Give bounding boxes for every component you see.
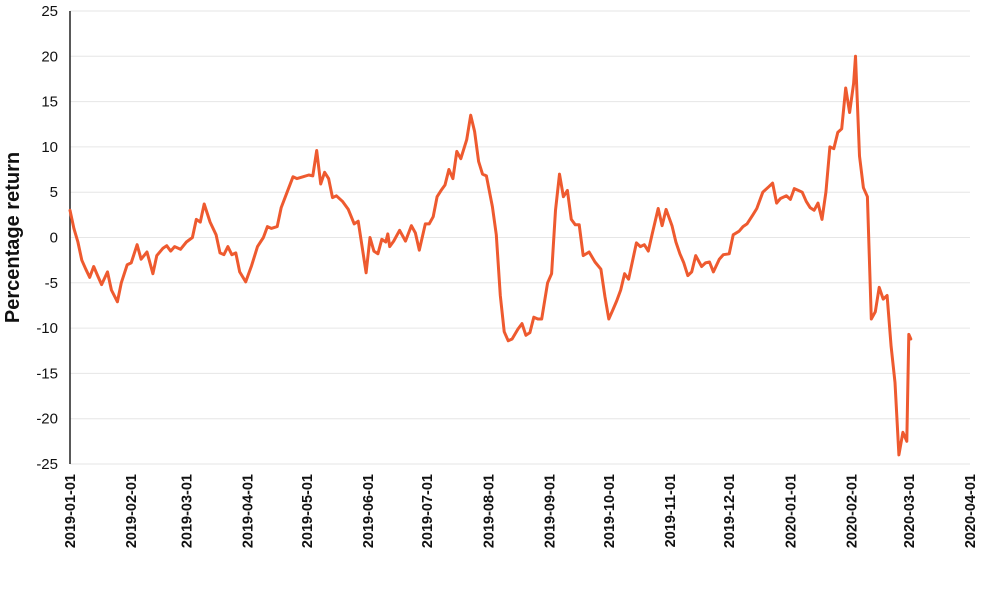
x-tick-label: 2019-02-01 (124, 474, 140, 548)
y-tick-label: -5 (45, 275, 58, 292)
y-tick-label: 0 (50, 230, 58, 247)
y-tick-label: 5 (50, 184, 58, 201)
y-tick-labels: 25 20 15 10 5 0 -5 -10 -15 -20 -25 (36, 3, 58, 473)
x-tick-labels: 2019-01-01 2019-02-01 2019-03-01 2019-04-01… (63, 474, 979, 548)
x-tick-label: 2019-09-01 (543, 474, 559, 548)
y-tick-label: 20 (41, 48, 58, 65)
y-tick-label: -25 (36, 456, 58, 473)
x-tick-label: 2019-06-01 (361, 474, 377, 548)
x-tick-label: 2019-03-01 (179, 474, 195, 548)
y-tick-label: -20 (36, 411, 58, 428)
y-tick-label: -15 (36, 365, 58, 382)
x-tick-label: 2020-03-01 (902, 474, 918, 548)
x-tick-label: 2019-05-01 (300, 474, 316, 548)
x-tick-label: 2020-04-01 (963, 474, 979, 548)
series-line (68, 54, 913, 457)
x-tick-label: 2020-01-01 (783, 474, 799, 548)
x-tick-label: 2019-12-01 (722, 474, 738, 548)
x-tick-label: 2019-07-01 (420, 474, 436, 548)
x-tick-label: 2019-11-01 (663, 474, 679, 547)
y-tick-label: 25 (41, 3, 58, 20)
grid-lines (70, 10, 970, 465)
x-tick-label: 2019-04-01 (241, 474, 257, 548)
x-tick-label: 2019-08-01 (481, 474, 497, 548)
x-tick-label: 2019-01-01 (63, 474, 79, 548)
x-tick-label: 2020-02-01 (845, 474, 861, 548)
x-tick-label: 2019-10-01 (602, 474, 618, 548)
y-axis-title: Percentage return (2, 152, 24, 323)
y-tick-label: 10 (41, 139, 58, 156)
y-tick-label: 15 (41, 94, 58, 111)
y-tick-label: -10 (36, 320, 58, 337)
